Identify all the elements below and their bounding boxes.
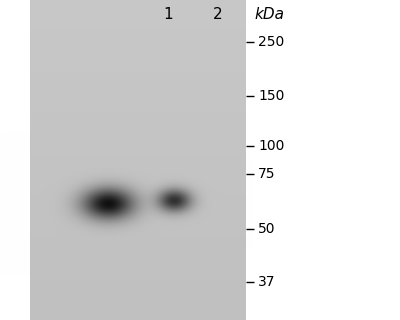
Text: 50: 50 [258,222,276,236]
Text: 250: 250 [258,35,284,49]
Text: 100: 100 [258,139,284,153]
Text: 1: 1 [163,7,173,22]
Text: 150: 150 [258,89,284,103]
Text: 37: 37 [258,275,276,289]
Text: 75: 75 [258,167,276,181]
Text: 2: 2 [213,7,223,22]
Text: kDa: kDa [254,7,284,22]
